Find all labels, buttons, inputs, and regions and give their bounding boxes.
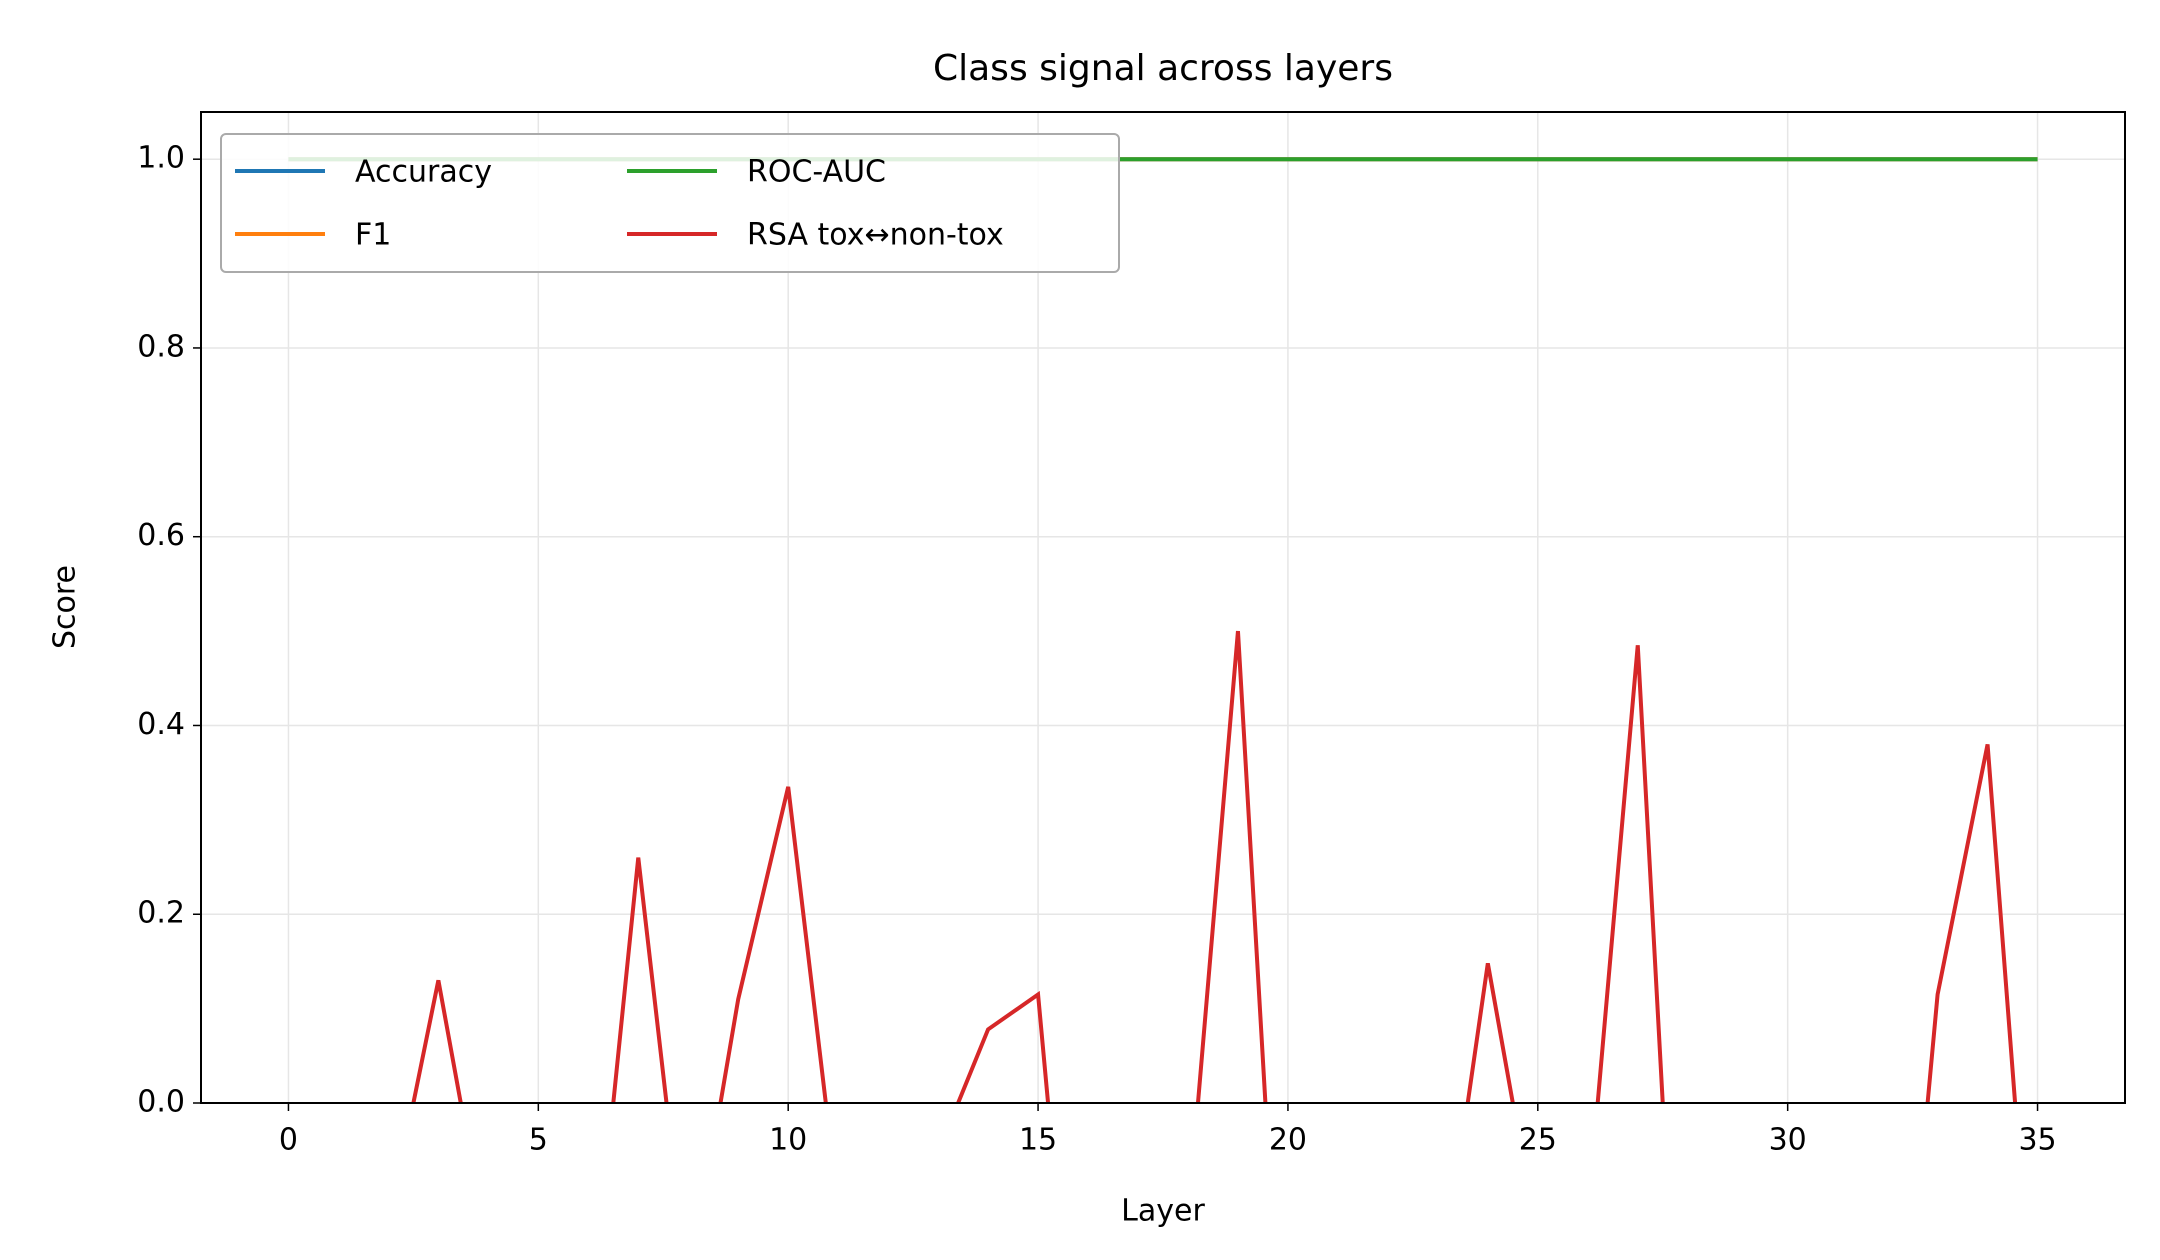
legend-label: ROC-AUC xyxy=(747,155,886,190)
x-tick-label: 20 xyxy=(1269,1123,1307,1158)
x-tick-label: 0 xyxy=(279,1123,298,1158)
y-tick-label: 0.6 xyxy=(137,518,185,553)
x-tick-label: 5 xyxy=(529,1123,548,1158)
y-tick-label: 0.4 xyxy=(137,707,185,742)
y-tick-label: 0.0 xyxy=(137,1085,185,1120)
y-tick-label: 0.8 xyxy=(137,329,185,364)
plot-frame xyxy=(200,111,2126,1104)
legend-label: RSA tox↔non-tox xyxy=(747,218,1004,253)
legend-box xyxy=(220,133,1120,273)
x-tick-label: 30 xyxy=(1769,1123,1807,1158)
y-tick-label: 1.0 xyxy=(137,141,185,176)
y-axis-label: Score xyxy=(48,565,83,649)
chart-title: Class signal across layers xyxy=(933,48,1393,89)
x-tick-label: 25 xyxy=(1519,1123,1557,1158)
x-tick-label: 10 xyxy=(769,1123,807,1158)
legend-label: Accuracy xyxy=(355,155,492,190)
x-axis-label: Layer xyxy=(1121,1194,1205,1229)
legend-label: F1 xyxy=(355,218,391,253)
x-tick-label: 15 xyxy=(1019,1123,1057,1158)
plot-lines xyxy=(288,157,2038,1103)
y-tick-label: 0.2 xyxy=(137,896,185,931)
x-tick-label: 35 xyxy=(2018,1123,2056,1158)
